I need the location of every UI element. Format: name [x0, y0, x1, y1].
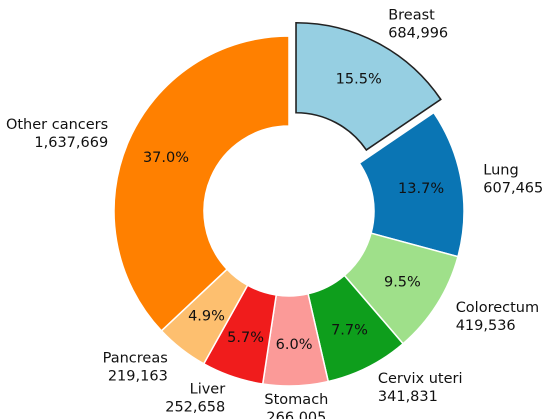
pct-label-lung: 13.7%	[398, 181, 444, 197]
label-value-pancreas: 219,163	[108, 368, 168, 384]
pct-label-cervix-uteri: 7.7%	[331, 323, 368, 339]
pct-label-liver: 5.7%	[227, 330, 264, 346]
label-lung: Lung 607,465	[483, 162, 543, 196]
label-name-liver: Liver	[190, 381, 226, 397]
label-name-lung: Lung	[483, 162, 518, 178]
label-value-breast: 684,996	[388, 26, 448, 42]
label-value-liver: 252,658	[165, 399, 225, 415]
label-stomach: Stomach 266,005	[264, 392, 328, 419]
label-other-cancers: Other cancers 1,637,669	[6, 117, 108, 151]
slice-group	[113, 21, 465, 387]
label-breast: Breast 684,996	[388, 8, 448, 42]
category-label-group: Breast 684,996 Lung 607,465 Colorectum 419,53…	[6, 8, 543, 419]
label-value-colorectum: 419,536	[456, 318, 516, 334]
label-value-other-cancers: 1,637,669	[34, 135, 108, 151]
label-value-lung: 607,465	[483, 180, 543, 196]
label-name-stomach: Stomach	[264, 392, 328, 408]
label-name-colorectum: Colorectum	[456, 300, 539, 316]
pct-label-breast: 15.5%	[336, 71, 382, 87]
pct-label-other-cancers: 37.0%	[143, 150, 189, 166]
slice-breast	[295, 21, 442, 152]
label-pancreas: Pancreas 219,163	[103, 350, 168, 384]
pct-label-stomach: 6.0%	[276, 337, 313, 353]
label-value-cervix-uteri: 341,831	[378, 389, 438, 405]
label-cervix-uteri: Cervix uteri 341,831	[378, 371, 463, 405]
pct-label-colorectum: 9.5%	[384, 274, 421, 290]
label-name-other-cancers: Other cancers	[6, 117, 108, 133]
label-name-breast: Breast	[388, 8, 435, 24]
label-value-stomach: 266,005	[266, 410, 326, 419]
label-colorectum: Colorectum 419,536	[456, 300, 539, 334]
label-name-pancreas: Pancreas	[103, 350, 168, 366]
slice-other-cancers	[113, 35, 290, 332]
pct-label-pancreas: 4.9%	[188, 309, 225, 325]
label-name-cervix-uteri: Cervix uteri	[378, 371, 463, 387]
percent-label-group: 15.5% 13.7% 9.5% 7.7% 6.0% 5.7%4.9% 37.0%	[143, 71, 444, 353]
label-liver: Liver 252,658	[165, 381, 225, 415]
